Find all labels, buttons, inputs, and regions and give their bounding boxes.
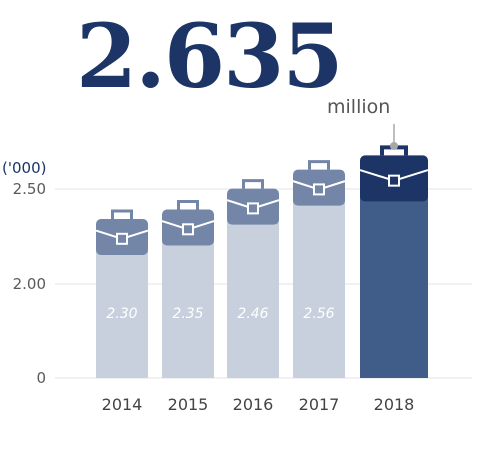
x-tick-label: 2017	[299, 395, 340, 414]
headline-value: 2.635	[76, 4, 344, 108]
bar-group: 2.46 2016	[226, 179, 280, 414]
data-label: 2.30	[106, 306, 137, 322]
briefcase-handle-icon	[308, 160, 330, 170]
bar	[360, 181, 428, 378]
x-tick-label: 2018	[374, 395, 415, 414]
bar	[293, 195, 345, 378]
briefcase-clasp-icon	[116, 232, 128, 245]
bar-group: 2018	[359, 124, 429, 414]
data-label: 2.35	[172, 306, 203, 322]
bar-group: 2.56 2017	[292, 160, 346, 414]
y-tick-label: 0	[36, 369, 46, 387]
bar	[162, 235, 214, 378]
briefcase-handle-icon	[111, 209, 133, 219]
y-unit-label: ('000)	[2, 159, 46, 177]
callout-dot	[390, 142, 398, 150]
bar-group: 2.35 2015	[161, 200, 215, 414]
bar	[227, 214, 279, 378]
briefcase-clasp-icon	[247, 202, 259, 215]
briefcase-handle-icon	[177, 200, 199, 210]
bar-group: 2.30 2014	[95, 209, 149, 414]
y-tick-label: 2.50	[13, 180, 46, 198]
x-tick-label: 2014	[102, 395, 143, 414]
bar	[96, 245, 148, 378]
data-label: 2.56	[303, 306, 334, 322]
data-label: 2.46	[237, 306, 268, 322]
y-tick-label: 2.00	[13, 275, 46, 293]
x-tick-label: 2015	[168, 395, 209, 414]
headline-unit: million	[327, 96, 391, 118]
briefcase-clasp-icon	[388, 174, 400, 187]
briefcase-handle-icon	[242, 179, 264, 189]
x-tick-label: 2016	[233, 395, 274, 414]
briefcase-clasp-icon	[182, 223, 194, 236]
briefcase-clasp-icon	[313, 183, 325, 196]
